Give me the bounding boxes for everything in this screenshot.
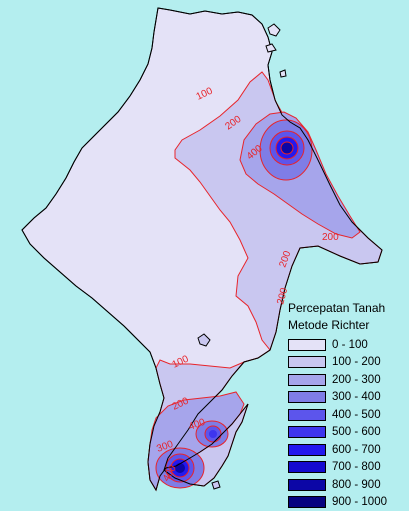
zone-800-900-north: [281, 142, 293, 154]
legend-list: 0 - 100 100 - 200 200 - 300 300 - 400 400 - …: [288, 336, 406, 511]
legend-label: 200 - 300: [332, 374, 381, 386]
island-south: [212, 481, 220, 489]
legend-swatch: [288, 479, 326, 491]
legend-swatch: [288, 444, 326, 456]
island-north-3: [280, 70, 286, 77]
legend-item: 800 - 900: [288, 476, 406, 494]
legend-swatch: [288, 426, 326, 438]
legend-swatch: [288, 374, 326, 386]
legend-swatch: [288, 461, 326, 473]
legend-label: 900 - 1000: [332, 496, 387, 508]
legend-item: 400 - 500: [288, 406, 406, 424]
zone-500-600-mid: [209, 430, 217, 438]
legend-swatch: [288, 339, 326, 351]
legend-label: 300 - 400: [332, 391, 381, 403]
legend-title-line1: Percepatan Tanah: [288, 300, 406, 317]
legend-item: 300 - 400: [288, 389, 406, 407]
legend-item: 600 - 700: [288, 441, 406, 459]
contour-label: 200: [322, 232, 339, 243]
legend-label: 100 - 200: [332, 356, 381, 368]
legend-label: 0 - 100: [332, 339, 368, 351]
legend-swatch: [288, 409, 326, 421]
legend-label: 800 - 900: [332, 479, 381, 491]
legend-swatch: [288, 356, 326, 368]
island-north-2: [266, 44, 276, 52]
legend-item: 100 - 200: [288, 354, 406, 372]
legend: Percepatan Tanah Metode Richter 0 - 100 1…: [288, 300, 406, 511]
legend-swatch: [288, 391, 326, 403]
legend-label: 500 - 600: [332, 426, 381, 438]
legend-item: 0 - 100: [288, 336, 406, 354]
legend-item: 500 - 600: [288, 424, 406, 442]
island-north-1: [268, 24, 280, 36]
legend-item: 200 - 300: [288, 371, 406, 389]
legend-swatch: [288, 496, 326, 508]
legend-label: 600 - 700: [332, 444, 381, 456]
legend-title-line2: Metode Richter: [288, 317, 406, 334]
legend-label: 700 - 800: [332, 461, 381, 473]
legend-item: 900 - 1000: [288, 494, 406, 511]
legend-label: 400 - 500: [332, 409, 381, 421]
legend-item: 700 - 800: [288, 459, 406, 477]
